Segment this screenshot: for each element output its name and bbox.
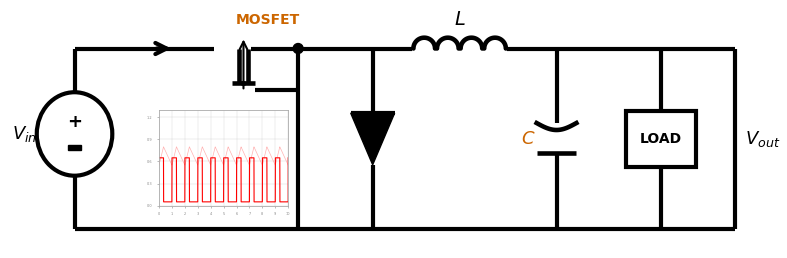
Polygon shape: [351, 113, 394, 165]
Text: +: +: [67, 113, 82, 131]
Bar: [68, 145, 82, 150]
Text: $C$: $C$: [522, 130, 536, 148]
Text: $L$: $L$: [454, 10, 465, 29]
Circle shape: [294, 44, 303, 53]
Text: $V_{out}$: $V_{out}$: [745, 129, 781, 149]
Text: $V_{in}$: $V_{in}$: [13, 124, 37, 144]
Text: MOSFET: MOSFET: [236, 13, 301, 27]
Text: LOAD: LOAD: [640, 132, 682, 146]
Bar: [626, 111, 696, 167]
